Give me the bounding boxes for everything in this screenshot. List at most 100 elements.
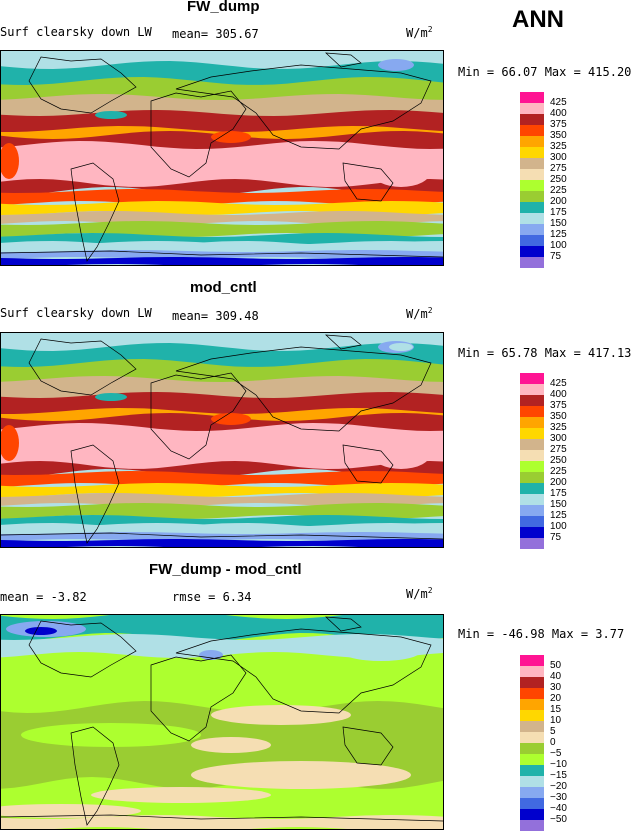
contour-band bbox=[1, 189, 443, 205]
colorbar-swatch bbox=[520, 136, 544, 147]
colorbar-tick-label: −40 bbox=[550, 803, 567, 814]
coastline bbox=[28, 620, 137, 678]
colorbar-swatch bbox=[520, 428, 544, 439]
colorbar-swatch bbox=[520, 721, 544, 732]
colorbar-tick-label: −20 bbox=[550, 781, 567, 792]
coastline bbox=[70, 444, 120, 544]
colorbar-tick-label: 400 bbox=[550, 108, 567, 119]
colorbar-tick-label: 75 bbox=[550, 532, 562, 543]
colorbar-swatch bbox=[520, 439, 544, 450]
contour-band bbox=[1, 523, 443, 535]
coastline bbox=[342, 162, 394, 202]
colorbar: 425 400 375 350 325 300 275 250 225 200 175 150 125 1… bbox=[520, 373, 567, 549]
contour-region bbox=[1, 425, 19, 461]
contour-region bbox=[371, 155, 431, 187]
colorbar-tick-label: 300 bbox=[550, 433, 567, 444]
colorbar-swatch bbox=[520, 246, 544, 257]
colorbar-swatch bbox=[520, 732, 544, 743]
colorbar-tick-label: 0 bbox=[550, 737, 556, 748]
colorbar-tick-label: 275 bbox=[550, 163, 567, 174]
colorbar-swatch bbox=[520, 798, 544, 809]
contour-map bbox=[0, 332, 444, 548]
colorbar-swatch bbox=[520, 103, 544, 114]
colorbar-tick-label: 40 bbox=[550, 671, 562, 682]
coastline bbox=[325, 616, 362, 632]
colorbar-tick-label: 300 bbox=[550, 152, 567, 163]
colorbar-tick-label: 100 bbox=[550, 240, 567, 251]
contour-region bbox=[378, 59, 414, 71]
colorbar-tick-label: 150 bbox=[550, 499, 567, 510]
colorbar: 50 40 30 20 15 10 5 0 −5 −10 −15 −20 −30 −40 −50 bbox=[520, 655, 567, 831]
colorbar-swatch bbox=[520, 516, 544, 527]
colorbar-swatch bbox=[520, 494, 544, 505]
colorbar-swatch bbox=[520, 169, 544, 180]
coastline bbox=[342, 444, 394, 484]
contour-region bbox=[211, 413, 251, 425]
colorbar-tick-label: −50 bbox=[550, 814, 567, 825]
colorbar-swatch bbox=[520, 114, 544, 125]
contour-band bbox=[1, 515, 443, 527]
colorbar-tick-label: 200 bbox=[550, 196, 567, 207]
colorbar-swatch bbox=[520, 655, 544, 666]
contour-band bbox=[1, 539, 443, 547]
contour-band bbox=[1, 493, 443, 507]
colorbar-swatch bbox=[520, 92, 544, 103]
coastline bbox=[28, 56, 137, 114]
colorbar-swatch bbox=[520, 406, 544, 417]
colorbar-swatch bbox=[520, 257, 544, 268]
colorbar-tick-label: 100 bbox=[550, 521, 567, 532]
contour-region bbox=[371, 437, 431, 469]
colorbar-swatch bbox=[520, 125, 544, 136]
colorbar-swatch bbox=[520, 450, 544, 461]
contour-band bbox=[1, 423, 443, 469]
colorbar-tick-label: 175 bbox=[550, 488, 567, 499]
colorbar-tick-label: 150 bbox=[550, 218, 567, 229]
contour-region bbox=[191, 737, 271, 753]
variable-label: Surf clearsky down LW bbox=[0, 306, 152, 320]
coastline bbox=[1, 250, 443, 258]
panel-title: FW_dump - mod_cntl bbox=[149, 561, 302, 578]
contour-band bbox=[1, 615, 443, 641]
colorbar-swatch bbox=[520, 147, 544, 158]
colorbar-tick-label: 350 bbox=[550, 130, 567, 141]
colorbar-tick-label: 225 bbox=[550, 185, 567, 196]
colorbar-swatch bbox=[520, 743, 544, 754]
colorbar-tick-label: 50 bbox=[550, 660, 562, 671]
contour-region bbox=[1, 143, 19, 179]
contour-region bbox=[25, 627, 57, 635]
contour-region bbox=[95, 111, 127, 119]
contour-band bbox=[1, 634, 443, 658]
colorbar: 425 400 375 350 325 300 275 250 225 200 175 150 125 1… bbox=[520, 92, 567, 268]
colorbar-swatch bbox=[520, 202, 544, 213]
colorbar-swatch bbox=[520, 472, 544, 483]
colorbar-swatch bbox=[520, 666, 544, 677]
colorbar-tick-label: 375 bbox=[550, 400, 567, 411]
coastline bbox=[1, 532, 443, 540]
colorbar-tick-label: −10 bbox=[550, 759, 567, 770]
coastline bbox=[70, 726, 120, 826]
colorbar-swatch bbox=[520, 710, 544, 721]
colorbar-tick-label: −5 bbox=[550, 748, 562, 759]
coastline bbox=[1, 814, 443, 822]
colorbar-tick-label: −15 bbox=[550, 770, 567, 781]
colorbar-swatch bbox=[520, 180, 544, 191]
colorbar-tick-label: 375 bbox=[550, 119, 567, 130]
colorbar-swatch bbox=[520, 527, 544, 538]
colorbar-swatch bbox=[520, 373, 544, 384]
colorbar-swatch bbox=[520, 538, 544, 549]
coastline bbox=[175, 346, 432, 432]
units-label: W/m2 bbox=[406, 25, 433, 40]
colorbar-swatch bbox=[520, 158, 544, 169]
colorbar-tick-label: 200 bbox=[550, 477, 567, 488]
contour-band bbox=[1, 471, 443, 487]
contour-region bbox=[95, 393, 127, 401]
colorbar-tick-label: 425 bbox=[550, 378, 567, 389]
coastline bbox=[325, 52, 362, 68]
units-label: W/m2 bbox=[406, 306, 433, 321]
colorbar-tick-label: 250 bbox=[550, 174, 567, 185]
colorbar-swatch bbox=[520, 677, 544, 688]
panel-title: FW_dump bbox=[187, 0, 260, 15]
colorbar-swatch bbox=[520, 809, 544, 820]
coastline bbox=[150, 90, 247, 178]
contour-region bbox=[211, 131, 251, 143]
